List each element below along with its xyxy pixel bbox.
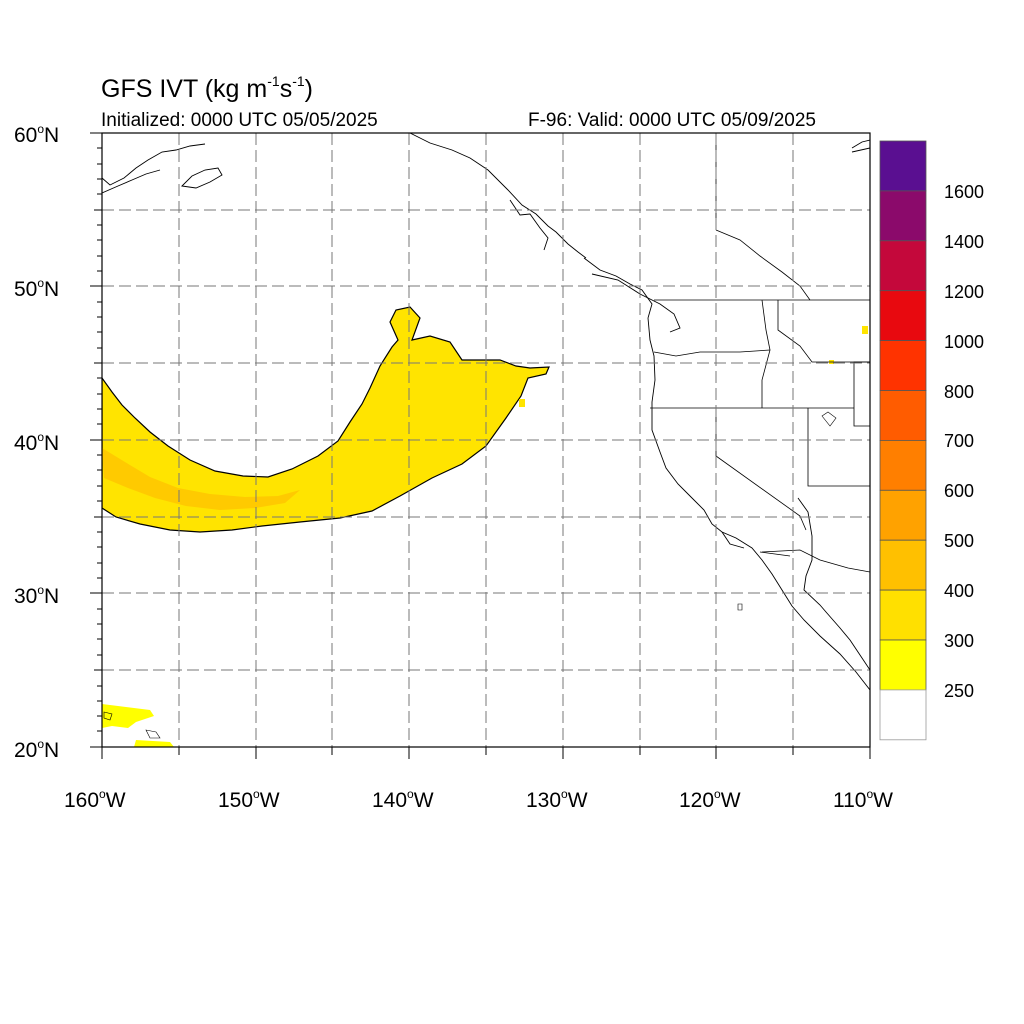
colorbar-label: 600 xyxy=(944,481,975,502)
colorbar-box xyxy=(879,589,927,641)
lat-label-50: 50oN xyxy=(14,276,60,301)
ivt-spots-offshore xyxy=(519,399,525,407)
lon-label-160w: 160oW xyxy=(64,787,126,812)
lat-label-60: 60oN xyxy=(14,122,60,147)
lat-label-40: 40oN xyxy=(14,430,60,455)
colorbar-label: 500 xyxy=(944,531,975,552)
colorbar-label: 300 xyxy=(944,631,975,651)
lakes-and-details xyxy=(103,411,837,739)
colorbar-label: 1600 xyxy=(944,181,985,202)
colorbar-label: 1200 xyxy=(944,281,985,302)
lon-label-150w: 150oW xyxy=(218,787,280,812)
colorbar-box xyxy=(879,290,927,342)
colorbar-box xyxy=(879,489,927,541)
lon-label-140w: 140oW xyxy=(372,787,434,812)
valid-time-label: F-96: Valid: 0000 UTC 05/09/2025 xyxy=(528,110,816,131)
colorbar-box xyxy=(879,140,927,192)
axis-ticks xyxy=(90,132,871,759)
colorbar-label: 700 xyxy=(944,431,975,452)
colorbar-label: 1400 xyxy=(944,231,985,252)
map-title: GFS IVT (kg m-1s-1) xyxy=(101,73,313,103)
lon-label-130w: 130oW xyxy=(526,787,588,812)
coastlines xyxy=(102,133,870,691)
colorbar-box xyxy=(879,240,927,292)
ivt-region-atmospheric-river xyxy=(102,306,550,533)
colorbar-label: 400 xyxy=(944,581,975,602)
state-borders xyxy=(650,133,870,573)
colorbar-label: 250 xyxy=(944,680,975,701)
ivt-spot-idaho xyxy=(829,326,868,364)
colorbar-label: 800 xyxy=(944,381,975,402)
colorbar-box xyxy=(879,190,927,242)
lon-label-120w: 120oW xyxy=(679,787,741,812)
lat-lon-grid xyxy=(102,133,870,747)
colorbar-box xyxy=(879,539,927,591)
ivt-core-higher xyxy=(102,448,300,510)
lon-label-110w: 110oW xyxy=(833,787,893,812)
colorbar-box xyxy=(879,689,927,741)
colorbar-box xyxy=(879,639,927,691)
ivt-region-hawaii xyxy=(102,704,174,747)
colorbar-box xyxy=(879,439,927,491)
colorbar-box xyxy=(879,340,927,391)
lat-label-20: 20oN xyxy=(14,737,60,762)
colorbar-label: 1000 xyxy=(944,331,985,352)
lat-label-30: 30oN xyxy=(14,583,60,608)
colorbar-box xyxy=(879,390,927,441)
initialized-label: Initialized: 0000 UTC 05/05/2025 xyxy=(101,110,378,131)
colorbar xyxy=(879,140,927,741)
